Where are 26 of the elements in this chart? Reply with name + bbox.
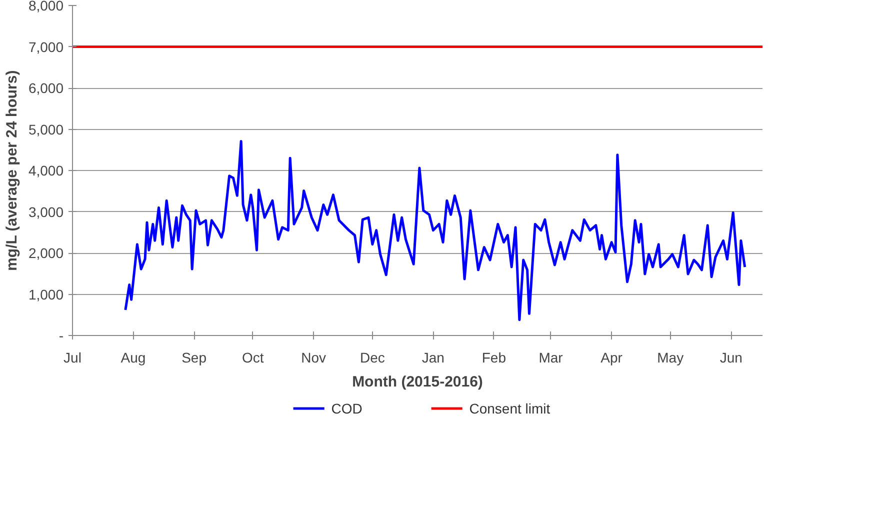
x-tick-label: Nov xyxy=(301,350,326,366)
y-tick-label: 8,000 xyxy=(28,0,64,14)
legend-label: Consent limit xyxy=(469,400,550,416)
x-tick-label: Mar xyxy=(538,350,564,366)
y-tick-label: 3,000 xyxy=(28,204,64,220)
x-tick-label: Sep xyxy=(182,350,207,366)
y-tick-label: 2,000 xyxy=(28,245,64,261)
y-tick-label: 5,000 xyxy=(28,121,64,138)
x-tick-label: Feb xyxy=(482,350,506,366)
y-tick-label: - xyxy=(58,328,64,344)
x-tick-label: Jun xyxy=(720,350,742,366)
y-axis-title: mg/L (average per 24 hours) xyxy=(3,70,20,271)
x-tick-label: Aug xyxy=(120,350,146,366)
legend-label: COD xyxy=(331,400,362,416)
x-tick-label: Oct xyxy=(242,350,264,366)
x-tick-label: Jan xyxy=(422,350,444,366)
x-tick-label: Jul xyxy=(64,350,82,366)
x-axis-title: Month (2015-2016) xyxy=(352,374,483,390)
y-tick-label: 1,000 xyxy=(28,286,64,302)
x-tick-label: May xyxy=(657,350,684,366)
line-series xyxy=(124,140,746,322)
y-tick-label: 6,000 xyxy=(28,80,64,96)
y-tick-label: 4,000 xyxy=(28,162,64,178)
y-tick-label: 7,000 xyxy=(28,38,64,55)
x-tick-label: Apr xyxy=(600,350,623,366)
x-tick-label: Dec xyxy=(360,350,385,366)
